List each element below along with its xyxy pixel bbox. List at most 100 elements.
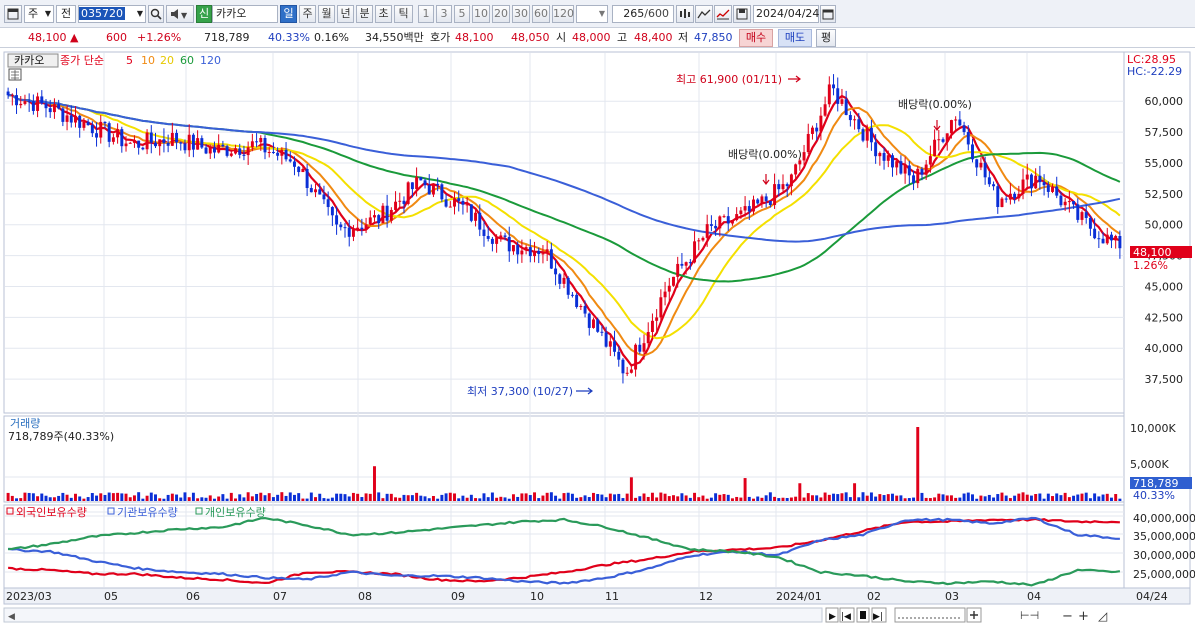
period-week-tab[interactable]: 주: [299, 5, 316, 23]
volume-bar: [794, 496, 798, 501]
candle-body: [242, 154, 246, 156]
period-minute-tab[interactable]: 분: [356, 5, 373, 23]
candle-body: [288, 159, 292, 162]
scroll-right-icon[interactable]: [825, 607, 839, 623]
volume-bar: [596, 494, 600, 501]
interval-custom-select[interactable]: ▼: [576, 5, 608, 23]
interval-5[interactable]: 5: [454, 5, 470, 23]
stock-code-input[interactable]: 035720 ▼: [78, 5, 146, 23]
date-input[interactable]: 2024/04/24: [753, 5, 819, 23]
candle-body: [1063, 201, 1067, 206]
candle-body: [933, 139, 937, 157]
period-month-tab[interactable]: 월: [318, 5, 335, 23]
candle-body: [120, 129, 124, 147]
period-day-tab[interactable]: 일: [280, 5, 297, 23]
candle-body: [966, 132, 970, 145]
volume-tick-10000k: 10,000K: [1130, 422, 1176, 435]
interval-10[interactable]: 10: [472, 5, 490, 23]
first-page-icon[interactable]: [839, 607, 855, 623]
interval-20[interactable]: 20: [492, 5, 510, 23]
volume-bar: [469, 494, 473, 501]
buy-button[interactable]: 매수: [739, 29, 773, 47]
candle-body: [1055, 186, 1059, 196]
volume-bar: [891, 493, 894, 501]
volume-bar: [1038, 493, 1042, 501]
search-icon[interactable]: [148, 5, 164, 23]
volume-bar: [15, 498, 19, 501]
zoom-out-icon[interactable]: −: [1062, 609, 1073, 624]
indicator-icon[interactable]: [714, 5, 732, 23]
volume-bar: [806, 493, 810, 501]
stock-name-field[interactable]: 카카오: [212, 5, 278, 23]
volume-bar: [305, 498, 309, 501]
prev-button[interactable]: 전: [56, 5, 76, 23]
legend-name-box[interactable]: [7, 53, 59, 68]
candle-body: [297, 166, 301, 173]
candle-body: [1038, 175, 1042, 183]
x-axis-label: 04: [1027, 590, 1041, 603]
volume-bar: [878, 494, 882, 501]
candle-body: [1118, 235, 1122, 249]
volume-bar: [844, 492, 848, 501]
scroll-left-icon[interactable]: ◀: [8, 612, 15, 622]
zoom-in-icon[interactable]: +: [1078, 609, 1089, 624]
volume-bar: [579, 497, 583, 501]
draw-line-icon[interactable]: [695, 5, 713, 23]
interval-3[interactable]: 3: [436, 5, 452, 23]
avg-button[interactable]: 평: [816, 29, 836, 47]
volume-bar: [137, 492, 141, 501]
volume-bar: [1088, 498, 1092, 501]
sell-button[interactable]: 매도: [778, 29, 812, 47]
volume-bar: [730, 498, 734, 501]
count-input[interactable]: 265/600: [612, 5, 674, 23]
volume-bar: [356, 493, 360, 501]
window-icon[interactable]: [4, 5, 22, 23]
candle-body: [697, 240, 701, 242]
volume-bar: [1072, 495, 1076, 501]
volume-bar: [490, 492, 494, 501]
zoom-slider[interactable]: [894, 607, 966, 623]
volume-bar: [638, 496, 642, 501]
interval-120[interactable]: 120: [552, 5, 574, 23]
candle-body: [86, 121, 90, 126]
volume-bar: [322, 498, 326, 501]
save-icon[interactable]: [733, 5, 751, 23]
period-year-tab[interactable]: 년: [337, 5, 354, 23]
candle-body: [27, 101, 31, 103]
open-price: 48,000: [572, 31, 611, 44]
legend-ma120: 120: [200, 54, 221, 67]
interval-1[interactable]: 1: [418, 5, 434, 23]
candle-body: [773, 184, 777, 205]
volume-bar: [718, 494, 722, 501]
period-tick-tab[interactable]: 틱: [394, 5, 413, 23]
chart-type-icon[interactable]: [676, 5, 694, 23]
interval-60[interactable]: 60: [532, 5, 550, 23]
candle-body: [280, 149, 284, 156]
candle-body: [726, 216, 730, 224]
x-axis-label: 09: [451, 590, 465, 603]
candle-body: [785, 184, 789, 187]
speaker-icon[interactable]: ▼: [166, 5, 194, 23]
volume-bar: [1063, 492, 1067, 501]
calendar-icon[interactable]: [820, 5, 836, 23]
zoom-scale-icon[interactable]: ⊢⊣: [1020, 609, 1039, 622]
market-select[interactable]: 주 ▼: [24, 5, 54, 23]
fit-icon[interactable]: ◿: [1097, 609, 1107, 623]
last-page-icon[interactable]: [871, 607, 887, 623]
candle-body: [373, 215, 376, 218]
period-second-tab[interactable]: 초: [375, 5, 392, 23]
chart-area[interactable]: 카카오 종가 단순 5 10 20 60 120 LC:28.95 HC:-22…: [0, 50, 1195, 629]
low-price: 47,850: [694, 31, 733, 44]
stock-chart-svg[interactable]: 카카오 종가 단순 5 10 20 60 120 LC:28.95 HC:-22…: [0, 50, 1195, 629]
horizontal-scrollbar[interactable]: [3, 607, 823, 623]
candle-body: [255, 141, 259, 143]
candle-body: [200, 138, 204, 148]
x-axis-label: 08: [358, 590, 372, 603]
volume-bar: [187, 497, 191, 501]
interval-30[interactable]: 30: [512, 5, 530, 23]
volume-bar: [196, 498, 200, 501]
candle-body: [958, 119, 962, 126]
volume-bar: [667, 496, 671, 501]
individual-holdings-line: [8, 516, 1121, 587]
candle-body: [61, 108, 65, 122]
